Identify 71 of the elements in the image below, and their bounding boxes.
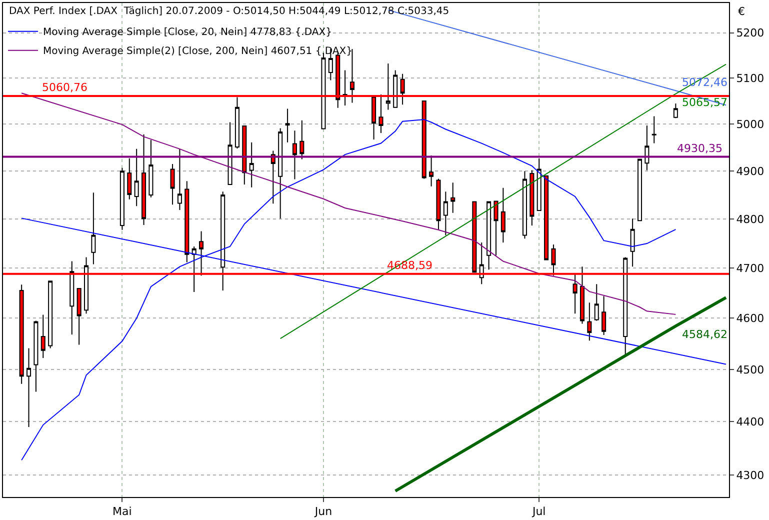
candlestick xyxy=(630,218,635,268)
candlestick xyxy=(673,102,678,119)
candlestick xyxy=(587,302,592,342)
y-tick-label: 4700 xyxy=(736,262,764,276)
candlestick xyxy=(479,242,484,285)
chart-title: DAX Perf. Index [.DAX Täglich] 20.07.2009 - O:5014,50 H:5044,49 L:5012,78 C:5033,45 xyxy=(9,6,450,17)
candlestick xyxy=(644,125,650,171)
candlestick xyxy=(278,128,283,220)
candlestick xyxy=(84,256,89,314)
candlestick xyxy=(652,116,656,144)
candlestick xyxy=(450,182,456,214)
candlestick xyxy=(134,148,139,207)
candlestick xyxy=(120,167,124,230)
candlestick xyxy=(637,158,642,222)
candlestick xyxy=(436,178,441,230)
candlestick xyxy=(177,148,182,210)
candlestick xyxy=(429,155,434,187)
candlestick xyxy=(594,284,599,322)
candlestick xyxy=(48,280,53,349)
candlestick xyxy=(292,130,297,180)
candlestick xyxy=(285,108,290,143)
candlestick xyxy=(530,170,534,226)
candlestick xyxy=(40,314,46,359)
candlestick xyxy=(91,192,96,265)
candlestick xyxy=(70,260,74,335)
candlestick xyxy=(242,125,247,185)
candlestick xyxy=(127,158,132,200)
candlestick xyxy=(142,134,146,226)
candlestick xyxy=(249,142,254,188)
annotation: 4584,62 xyxy=(682,328,728,341)
candlestick xyxy=(500,187,506,244)
y-axis-title: € xyxy=(738,5,745,18)
y-tick-label: 5100 xyxy=(736,72,764,85)
candlestick xyxy=(26,348,32,428)
candlestick xyxy=(300,120,304,160)
candlestick xyxy=(76,288,82,346)
candlestick xyxy=(34,320,38,392)
candlestick xyxy=(170,164,175,206)
candlestick xyxy=(602,296,606,336)
ref-line-label: 4930,35 xyxy=(677,142,722,155)
x-tick-label: Mai xyxy=(112,505,132,518)
y-tick-label: 4900 xyxy=(736,165,764,178)
candlestick xyxy=(443,191,448,236)
candlestick xyxy=(270,150,276,204)
candlestick xyxy=(544,175,549,260)
legend-label: Moving Average Simple [Close, 20, Nein] 4778,83 {.DAX} xyxy=(43,27,332,38)
candlestick xyxy=(536,158,542,211)
y-tick-label: 5000 xyxy=(736,118,764,131)
y-tick-label: 4500 xyxy=(736,363,764,376)
y-tick-label: 4300 xyxy=(736,469,764,482)
candlestick xyxy=(184,180,190,263)
x-tick-label: Jun xyxy=(314,505,332,518)
candlestick xyxy=(228,122,232,185)
candlestick xyxy=(220,191,226,292)
y-tick-label: 4800 xyxy=(736,213,764,226)
candlestick xyxy=(393,70,398,108)
annotation: 5060,76 xyxy=(42,81,88,94)
candlestick xyxy=(234,96,240,149)
x-tick-label: Jul xyxy=(531,505,546,518)
candlestick xyxy=(522,170,527,240)
candlestick xyxy=(422,100,426,180)
y-tick-label: 5200 xyxy=(736,26,764,40)
candlestick xyxy=(623,256,628,356)
candlestick xyxy=(148,140,154,198)
candlestick xyxy=(192,246,196,293)
candlestick xyxy=(486,200,492,270)
y-tick-label: 4600 xyxy=(736,312,764,326)
candlestick xyxy=(386,62,390,110)
y-tick-label: 4400 xyxy=(736,416,764,429)
candlestick xyxy=(19,284,24,384)
candlestick xyxy=(494,200,498,256)
